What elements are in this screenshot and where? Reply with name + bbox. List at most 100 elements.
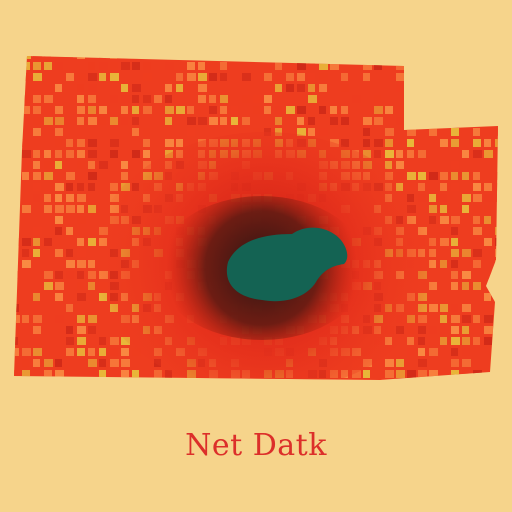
county-cell — [22, 56, 31, 59]
county-cell — [33, 359, 40, 367]
county-cell — [407, 128, 416, 136]
county-cell — [440, 84, 448, 92]
county-cell — [275, 56, 284, 59]
county-cell — [407, 348, 415, 356]
county-cell — [495, 326, 498, 334]
county-cell — [132, 95, 139, 103]
county-cell — [253, 56, 260, 59]
county-cell — [88, 205, 96, 213]
county-cell — [242, 73, 251, 81]
county-cell — [484, 150, 493, 158]
county-cell — [495, 304, 498, 312]
county-cell — [44, 161, 52, 169]
county-cell — [473, 128, 480, 136]
county-cell — [396, 172, 404, 180]
county-cell — [88, 381, 96, 389]
county-cell — [14, 84, 19, 92]
county-cell — [297, 117, 304, 125]
county-cell — [451, 117, 460, 125]
county-cell — [33, 249, 40, 257]
county-cell — [99, 161, 108, 169]
county-cell — [462, 73, 469, 81]
county-cell — [308, 381, 317, 389]
county-cell — [88, 95, 96, 103]
county-cell — [33, 172, 41, 180]
county-cell — [495, 227, 498, 235]
county-cell — [154, 117, 162, 125]
county-cell — [308, 84, 315, 92]
county-cell — [55, 139, 62, 147]
county-cell — [121, 84, 128, 92]
county-cell — [484, 293, 491, 301]
county-cell — [99, 381, 108, 389]
county-cell — [99, 359, 106, 367]
county-cell — [22, 95, 31, 103]
county-cell — [319, 128, 328, 136]
county-cell — [132, 381, 139, 389]
county-cell — [33, 73, 42, 81]
county-cell — [88, 348, 95, 356]
county-cell — [121, 370, 129, 378]
county-cell — [77, 194, 86, 202]
county-cell — [484, 62, 491, 70]
county-cell — [33, 304, 42, 312]
county-cell — [330, 117, 338, 125]
county-cell — [121, 95, 130, 103]
county-cell — [154, 56, 161, 59]
county-cell — [440, 216, 449, 224]
county-cell — [484, 238, 492, 246]
county-cell — [22, 381, 31, 389]
county-cell — [264, 56, 273, 59]
county-cell — [132, 370, 139, 378]
county-cell — [484, 106, 493, 114]
county-cell — [55, 315, 64, 323]
county-cell — [473, 172, 480, 180]
county-cell — [231, 106, 238, 114]
county-cell — [495, 260, 498, 268]
county-cell — [198, 95, 206, 103]
county-cell — [407, 56, 414, 59]
county-cell — [451, 227, 458, 235]
county-cell — [22, 106, 30, 114]
county-cell — [429, 106, 438, 114]
county-cell — [462, 249, 471, 257]
county-cell — [231, 128, 238, 136]
county-cell — [55, 271, 63, 279]
county-cell — [165, 381, 174, 389]
county-cell — [462, 282, 469, 290]
county-cell — [77, 84, 84, 92]
county-cell — [440, 315, 447, 323]
county-cell — [451, 381, 459, 389]
county-cell — [385, 359, 394, 367]
county-cell — [473, 56, 481, 59]
county-cell — [165, 95, 172, 103]
county-cell — [374, 150, 381, 158]
county-cell — [484, 381, 493, 389]
county-cell — [451, 304, 458, 312]
county-cell — [396, 73, 404, 81]
county-cell — [99, 337, 106, 345]
county-cell — [66, 326, 73, 334]
county-cell — [330, 106, 337, 114]
county-cell — [187, 117, 196, 125]
county-cell — [407, 337, 414, 345]
county-cell — [275, 117, 282, 125]
county-cell — [198, 117, 207, 125]
county-cell — [495, 172, 498, 180]
county-cell — [88, 326, 96, 334]
county-cell — [484, 194, 493, 202]
county-cell — [451, 359, 459, 367]
county-cell — [33, 150, 40, 158]
county-cell — [77, 249, 86, 257]
county-cell — [429, 95, 436, 103]
county-cell — [44, 370, 52, 378]
county-cell — [110, 348, 118, 356]
county-cell — [99, 348, 106, 356]
county-cell — [451, 216, 460, 224]
county-cell — [484, 337, 492, 345]
county-cell — [231, 117, 238, 125]
county-cell — [44, 95, 53, 103]
county-cell — [418, 172, 426, 180]
county-cell — [484, 139, 491, 147]
